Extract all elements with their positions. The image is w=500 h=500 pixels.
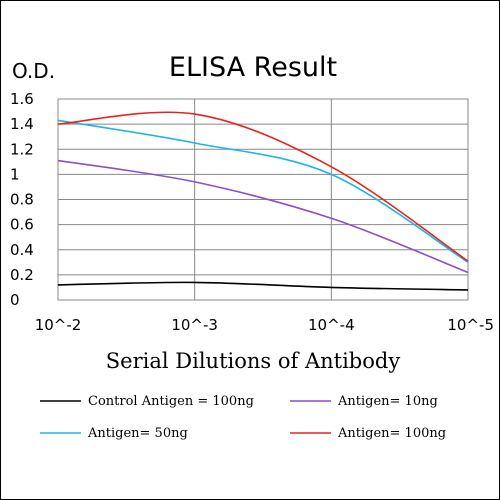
y-tick-label: 0.4 bbox=[10, 241, 34, 259]
x-tick-label: 10^-5 bbox=[447, 316, 494, 334]
x-tick-label: 10^-3 bbox=[171, 316, 218, 334]
x-axis-label: Serial Dilutions of Antibody bbox=[106, 349, 401, 373]
y-tick-label: 1.6 bbox=[10, 90, 34, 108]
x-tick-label: 10^-2 bbox=[35, 316, 82, 334]
x-tick-labels: 10^-2 10^-3 10^-4 10^-5 bbox=[35, 316, 494, 334]
plot-area-border bbox=[57, 98, 469, 301]
legend-entry-label: Antigen= 100ng bbox=[337, 426, 446, 441]
legend: Control Antigen = 100ng Antigen= 10ng Anti… bbox=[40, 394, 446, 441]
chart-title: ELISA Result bbox=[169, 52, 337, 83]
y-tick-label: 1 bbox=[10, 165, 20, 183]
y-tick-label: 1.2 bbox=[10, 140, 34, 158]
legend-entry-label: Antigen= 10ng bbox=[337, 394, 438, 409]
y-tick-label: 0 bbox=[10, 291, 20, 309]
series-line-0 bbox=[57, 281, 469, 291]
y-tick-label: 0.2 bbox=[10, 266, 34, 284]
legend-entry-label: Antigen= 50ng bbox=[87, 426, 188, 441]
x-tick-label: 10^-4 bbox=[308, 316, 355, 334]
series-line-3 bbox=[57, 111, 469, 262]
y-tick-label: 0.8 bbox=[10, 191, 34, 209]
series-line-1 bbox=[57, 159, 469, 274]
y-axis-label: O.D. bbox=[12, 59, 55, 83]
series-lines bbox=[57, 111, 469, 291]
y-tick-label: 0.6 bbox=[10, 216, 34, 234]
legend-entry-label: Control Antigen = 100ng bbox=[88, 394, 254, 409]
y-tick-label: 1.4 bbox=[10, 115, 34, 133]
series-line-2 bbox=[57, 119, 469, 263]
y-tick-labels: 0 0.2 0.4 0.6 0.8 1 1.2 1.4 1.6 bbox=[10, 90, 34, 309]
grid-lines bbox=[57, 98, 469, 301]
